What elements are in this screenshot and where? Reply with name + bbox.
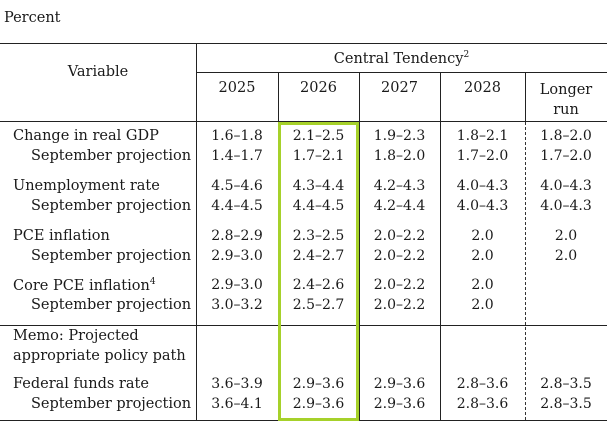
row-label: Unemployment rate — [13, 178, 160, 194]
memo-rule — [0, 325, 607, 326]
table-cell: 2.8–3.6 — [456, 396, 509, 412]
row-label-september-projection: September projection — [31, 198, 191, 214]
table-cell: 1.8–2.1 — [456, 128, 509, 144]
row-label-text: Federal funds rate — [13, 376, 149, 392]
table-cell: 2.9–3.0 — [211, 248, 263, 264]
table-cell: 2.8–3.6 — [456, 376, 509, 392]
table-cell: 2.8–3.5 — [540, 396, 592, 412]
row-label-text: September projection — [31, 396, 192, 412]
table-cell: 4.3–4.4 — [292, 178, 345, 194]
row-label-september-projection: September projection — [31, 248, 191, 264]
table-cell: 2.9–3.6 — [292, 396, 345, 412]
table-cell: 4.4–4.5 — [211, 198, 263, 214]
col-divider-2027 — [359, 72, 360, 421]
table-cell: 1.7–2.1 — [292, 148, 345, 164]
central-tendency-note: 2 — [463, 50, 470, 60]
table-cell: 2.0–2.2 — [373, 297, 426, 313]
memo-line-2: appropriate policy path — [13, 348, 186, 364]
table-cell: 3.0–3.2 — [211, 297, 263, 313]
table-cell: 2.9–3.6 — [373, 376, 426, 392]
table-cell: 4.0–4.3 — [456, 198, 509, 214]
table-cell: 1.9–2.3 — [373, 128, 426, 144]
row-label-text: Unemployment rate — [13, 178, 160, 194]
unit-label: Percent — [4, 10, 61, 26]
table-cell: 2.0 — [471, 228, 494, 244]
year-header-2026: 2026 — [300, 80, 337, 96]
longer-run-header-line1: Longer — [539, 82, 593, 98]
table-cell: 3.6–3.9 — [211, 376, 263, 392]
table-cell: 2.0 — [471, 248, 494, 264]
row-label-september-projection: September projection — [31, 148, 191, 164]
highlight-2026-column — [278, 122, 359, 421]
table-cell: 2.0 — [471, 277, 494, 293]
table-cell: 2.0 — [554, 228, 578, 244]
year-header-2025: 2025 — [218, 80, 256, 96]
table-cell: 4.5–4.6 — [211, 178, 263, 194]
table-cell: 1.6–1.8 — [211, 128, 263, 144]
row-label-september-projection: September projection — [31, 396, 191, 412]
table-cell: 3.6–4.1 — [211, 396, 263, 412]
table-cell: 2.4–2.6 — [292, 277, 345, 293]
col-divider-2028 — [440, 72, 441, 421]
table-cell: 2.1–2.5 — [292, 128, 345, 144]
table-cell: 1.7–2.0 — [456, 148, 509, 164]
table-cell: 2.0 — [554, 248, 578, 264]
group-rule — [196, 72, 607, 73]
col-divider-longer-run — [525, 72, 526, 122]
table-cell: 2.3–2.5 — [292, 228, 345, 244]
row-label: Core PCE inflation4 — [13, 277, 156, 294]
table-cell: 1.8–2.0 — [373, 148, 426, 164]
table-cell: 1.4–1.7 — [211, 148, 263, 164]
row-label-september-projection: September projection — [31, 297, 191, 313]
row-label-text: Core PCE inflation — [13, 277, 150, 294]
row-label: Federal funds rate — [13, 376, 149, 392]
variable-divider — [196, 43, 197, 421]
table-cell: 2.0–2.2 — [373, 277, 426, 293]
table-cell: 2.8–2.9 — [211, 228, 263, 244]
row-label-text: September projection — [31, 148, 192, 164]
table-cell: 2.8–3.5 — [540, 376, 592, 392]
table-cell: 4.2–4.3 — [373, 178, 426, 194]
row-label-text: Change in real GDP — [13, 128, 159, 144]
table-cell: 4.4–4.5 — [292, 198, 345, 214]
table-cell: 4.0–4.3 — [540, 178, 592, 194]
longer-run-header-line2: run — [553, 102, 579, 118]
table-cell: 2.4–2.7 — [292, 248, 345, 264]
variable-header: Variable — [67, 64, 129, 80]
memo-line-1: Memo: Projected — [13, 328, 139, 344]
row-label: PCE inflation — [13, 228, 110, 244]
table-cell: 2.9–3.6 — [292, 376, 345, 392]
row-label-text: September projection — [31, 248, 192, 264]
table-cell: 2.0 — [471, 297, 494, 313]
year-header-2027: 2027 — [381, 80, 418, 96]
table-cell: 2.9–3.6 — [373, 396, 426, 412]
table-cell: 4.0–4.3 — [540, 198, 592, 214]
row-label-text: September projection — [31, 297, 192, 313]
table-cell: 2.9–3.0 — [211, 277, 263, 293]
row-label: Change in real GDP — [13, 128, 159, 144]
table-cell: 1.7–2.0 — [540, 148, 592, 164]
header-rule — [0, 121, 607, 122]
table-cell: 2.0–2.2 — [373, 228, 426, 244]
longer-run-header: Longer run — [525, 80, 607, 120]
central-tendency-header: Central Tendency2 — [196, 50, 607, 67]
table-cell: 2.5–2.7 — [292, 297, 345, 313]
table-cell: 1.8–2.0 — [540, 128, 592, 144]
row-label-text: September projection — [31, 198, 192, 214]
row-label-text: PCE inflation — [13, 228, 110, 244]
central-tendency-label: Central Tendency — [333, 50, 464, 67]
row-label-note: 4 — [149, 277, 156, 287]
top-rule — [0, 43, 607, 44]
table-cell: 4.2–4.4 — [373, 198, 426, 214]
table-cell: 2.0–2.2 — [373, 248, 426, 264]
year-header-2028: 2028 — [464, 80, 501, 96]
longer-run-dashed-divider — [525, 122, 526, 420]
table-cell: 4.0–4.3 — [456, 178, 509, 194]
